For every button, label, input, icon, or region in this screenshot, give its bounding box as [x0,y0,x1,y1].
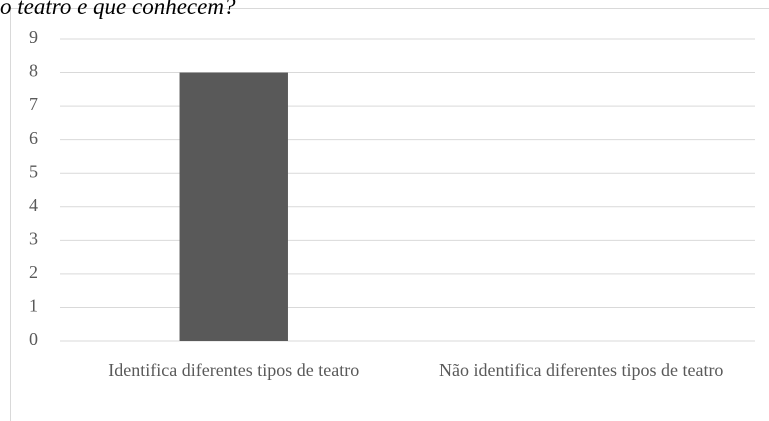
y-tick-label: 9 [29,27,38,47]
y-tick-label: 8 [29,61,38,81]
x-tick-label: Não identifica diferentes tipos de teatr… [439,360,724,380]
y-tick-label: 2 [29,262,38,282]
y-tick-label: 4 [29,195,38,215]
y-tick-label: 1 [29,296,38,316]
chart-title: o teatro e que conhecem? [0,0,236,19]
y-tick-label: 3 [29,228,38,248]
y-tick-label: 5 [29,161,38,181]
y-tick-label: 0 [29,329,38,349]
bar [179,72,288,342]
y-tick-label: 6 [29,128,38,148]
x-tick-label: Identifica diferentes tipos de teatro [108,360,360,380]
y-tick-label: 7 [29,94,38,114]
